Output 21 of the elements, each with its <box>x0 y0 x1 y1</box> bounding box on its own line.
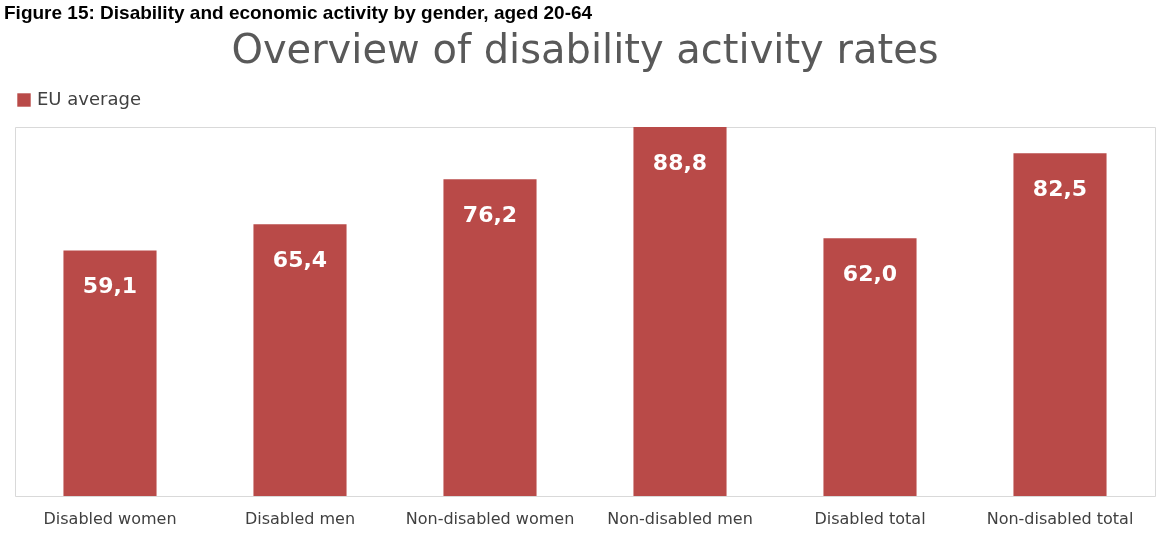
x-tick-label: Non-disabled men <box>607 508 753 528</box>
caption: Figure 15: Disability and economic activity by gender, aged 20-64 <box>3 1 594 25</box>
data-label: 76,2 <box>462 202 518 228</box>
x-tick-label: Non-disabled women <box>405 508 575 528</box>
x-tick-label: Disabled total <box>814 508 926 528</box>
chart-title: Overview of disability activity rates <box>231 26 939 72</box>
data-label: 65,4 <box>272 247 328 273</box>
legend-label: EU average <box>37 88 141 109</box>
bar <box>633 127 727 496</box>
bar <box>63 250 157 496</box>
bar <box>443 179 537 496</box>
data-label: 88,8 <box>652 150 708 175</box>
x-tick-label: Disabled women <box>43 508 177 528</box>
data-label: 59,1 <box>82 273 138 299</box>
x-tick-label: Disabled men <box>244 508 356 528</box>
x-tick-label: Non-disabled total <box>986 508 1134 528</box>
data-label: 82,5 <box>1032 176 1088 202</box>
bar <box>253 224 347 496</box>
bar <box>1013 153 1107 496</box>
data-label: 62,0 <box>842 261 898 287</box>
bar <box>823 238 917 496</box>
